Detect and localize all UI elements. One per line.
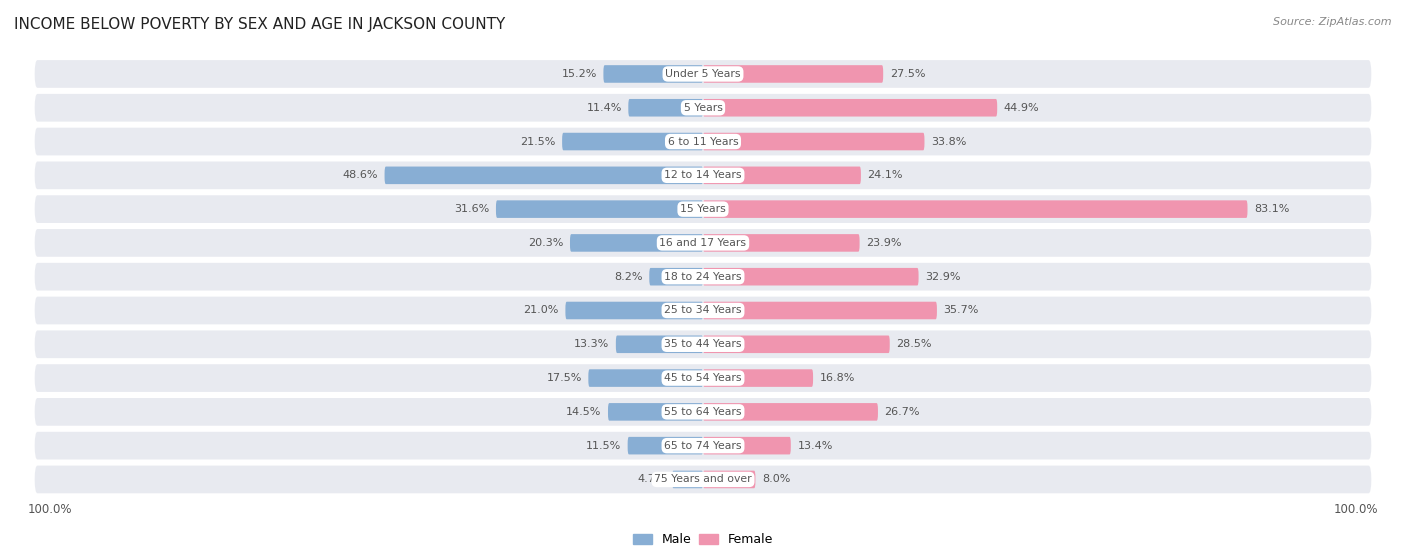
Text: 16 and 17 Years: 16 and 17 Years [659,238,747,248]
FancyBboxPatch shape [35,195,1371,223]
Text: 11.4%: 11.4% [586,103,621,113]
Text: 15 Years: 15 Years [681,204,725,214]
Text: 14.5%: 14.5% [567,407,602,417]
Text: 33.8%: 33.8% [931,136,966,146]
FancyBboxPatch shape [703,234,859,252]
Text: 21.0%: 21.0% [523,306,558,315]
FancyBboxPatch shape [703,268,918,286]
Text: 45 to 54 Years: 45 to 54 Years [664,373,742,383]
Text: 55 to 64 Years: 55 to 64 Years [664,407,742,417]
Text: 100.0%: 100.0% [28,503,73,516]
Text: 23.9%: 23.9% [866,238,901,248]
FancyBboxPatch shape [703,302,936,319]
FancyBboxPatch shape [35,229,1371,257]
Text: 35.7%: 35.7% [943,306,979,315]
Text: Source: ZipAtlas.com: Source: ZipAtlas.com [1274,17,1392,27]
FancyBboxPatch shape [35,127,1371,155]
Text: 83.1%: 83.1% [1254,204,1289,214]
Text: 5 Years: 5 Years [683,103,723,113]
FancyBboxPatch shape [569,234,703,252]
Text: 12 to 14 Years: 12 to 14 Years [664,170,742,181]
Text: 100.0%: 100.0% [1333,503,1378,516]
FancyBboxPatch shape [603,65,703,83]
FancyBboxPatch shape [703,437,790,454]
Text: 35 to 44 Years: 35 to 44 Years [664,339,742,349]
Legend: Male, Female: Male, Female [628,528,778,551]
FancyBboxPatch shape [616,335,703,353]
Text: 48.6%: 48.6% [343,170,378,181]
FancyBboxPatch shape [703,132,925,150]
FancyBboxPatch shape [35,263,1371,291]
Text: 27.5%: 27.5% [890,69,925,79]
Text: 16.8%: 16.8% [820,373,855,383]
Text: 8.2%: 8.2% [614,272,643,282]
FancyBboxPatch shape [672,471,703,488]
FancyBboxPatch shape [35,398,1371,426]
FancyBboxPatch shape [35,297,1371,324]
Text: 65 to 74 Years: 65 to 74 Years [664,440,742,451]
Text: 4.7%: 4.7% [637,475,665,485]
FancyBboxPatch shape [650,268,703,286]
Text: 15.2%: 15.2% [561,69,598,79]
Text: 18 to 24 Years: 18 to 24 Years [664,272,742,282]
FancyBboxPatch shape [703,200,1247,218]
Text: 13.4%: 13.4% [797,440,832,451]
Text: 75 Years and over: 75 Years and over [654,475,752,485]
FancyBboxPatch shape [703,65,883,83]
FancyBboxPatch shape [703,99,997,116]
FancyBboxPatch shape [35,94,1371,122]
FancyBboxPatch shape [35,60,1371,88]
Text: 8.0%: 8.0% [762,475,790,485]
Text: 17.5%: 17.5% [547,373,582,383]
FancyBboxPatch shape [703,471,755,488]
Text: 13.3%: 13.3% [574,339,609,349]
Text: Under 5 Years: Under 5 Years [665,69,741,79]
FancyBboxPatch shape [385,167,703,184]
FancyBboxPatch shape [35,330,1371,358]
FancyBboxPatch shape [35,364,1371,392]
Text: 25 to 34 Years: 25 to 34 Years [664,306,742,315]
Text: 44.9%: 44.9% [1004,103,1039,113]
FancyBboxPatch shape [703,167,860,184]
FancyBboxPatch shape [496,200,703,218]
Text: 26.7%: 26.7% [884,407,920,417]
FancyBboxPatch shape [607,403,703,421]
Text: 28.5%: 28.5% [896,339,932,349]
FancyBboxPatch shape [627,437,703,454]
FancyBboxPatch shape [35,162,1371,189]
FancyBboxPatch shape [35,432,1371,459]
Text: 32.9%: 32.9% [925,272,960,282]
FancyBboxPatch shape [35,466,1371,493]
Text: 11.5%: 11.5% [586,440,621,451]
Text: 31.6%: 31.6% [454,204,489,214]
FancyBboxPatch shape [562,132,703,150]
Text: 20.3%: 20.3% [529,238,564,248]
FancyBboxPatch shape [565,302,703,319]
Text: INCOME BELOW POVERTY BY SEX AND AGE IN JACKSON COUNTY: INCOME BELOW POVERTY BY SEX AND AGE IN J… [14,17,505,32]
FancyBboxPatch shape [628,99,703,116]
Text: 24.1%: 24.1% [868,170,903,181]
Text: 6 to 11 Years: 6 to 11 Years [668,136,738,146]
FancyBboxPatch shape [703,335,890,353]
FancyBboxPatch shape [703,403,877,421]
FancyBboxPatch shape [588,369,703,387]
Text: 21.5%: 21.5% [520,136,555,146]
FancyBboxPatch shape [703,369,813,387]
